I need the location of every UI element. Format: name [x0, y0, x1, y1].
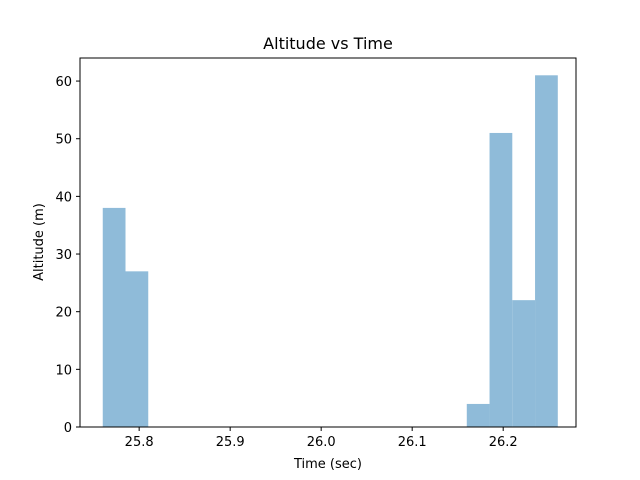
bar-1	[102, 207, 126, 427]
y-tick-label: 0	[64, 421, 72, 436]
y-tick-label: 30	[55, 248, 72, 263]
x-tick-label: 26.1	[398, 435, 427, 450]
x-tick-label: 26.0	[307, 435, 336, 450]
y-tick-label: 40	[55, 190, 72, 205]
bar-4	[489, 132, 513, 427]
y-tick-label: 50	[55, 133, 72, 148]
y-axis-ticks: 0 10 20 30 40 50 60	[55, 75, 80, 436]
bar-6	[535, 75, 558, 427]
x-tick-label: 26.2	[489, 435, 518, 450]
bar-2	[125, 271, 149, 427]
y-tick-label: 20	[55, 306, 72, 321]
bars-group	[102, 75, 558, 427]
chart-title: Altitude vs Time	[263, 34, 393, 53]
x-tick-label: 25.8	[125, 435, 154, 450]
plot-frame	[79, 57, 577, 428]
x-axis-label: Time (sec)	[293, 457, 362, 472]
y-tick-label: 60	[55, 75, 72, 90]
y-axis-label: Altitude (m)	[32, 203, 47, 281]
bar-3	[466, 403, 490, 427]
x-axis-ticks: 25.8 25.9 26.0 26.1 26.2	[125, 427, 518, 450]
x-tick-label: 25.9	[216, 435, 245, 450]
bar-5	[512, 300, 536, 427]
y-tick-label: 10	[55, 363, 72, 378]
